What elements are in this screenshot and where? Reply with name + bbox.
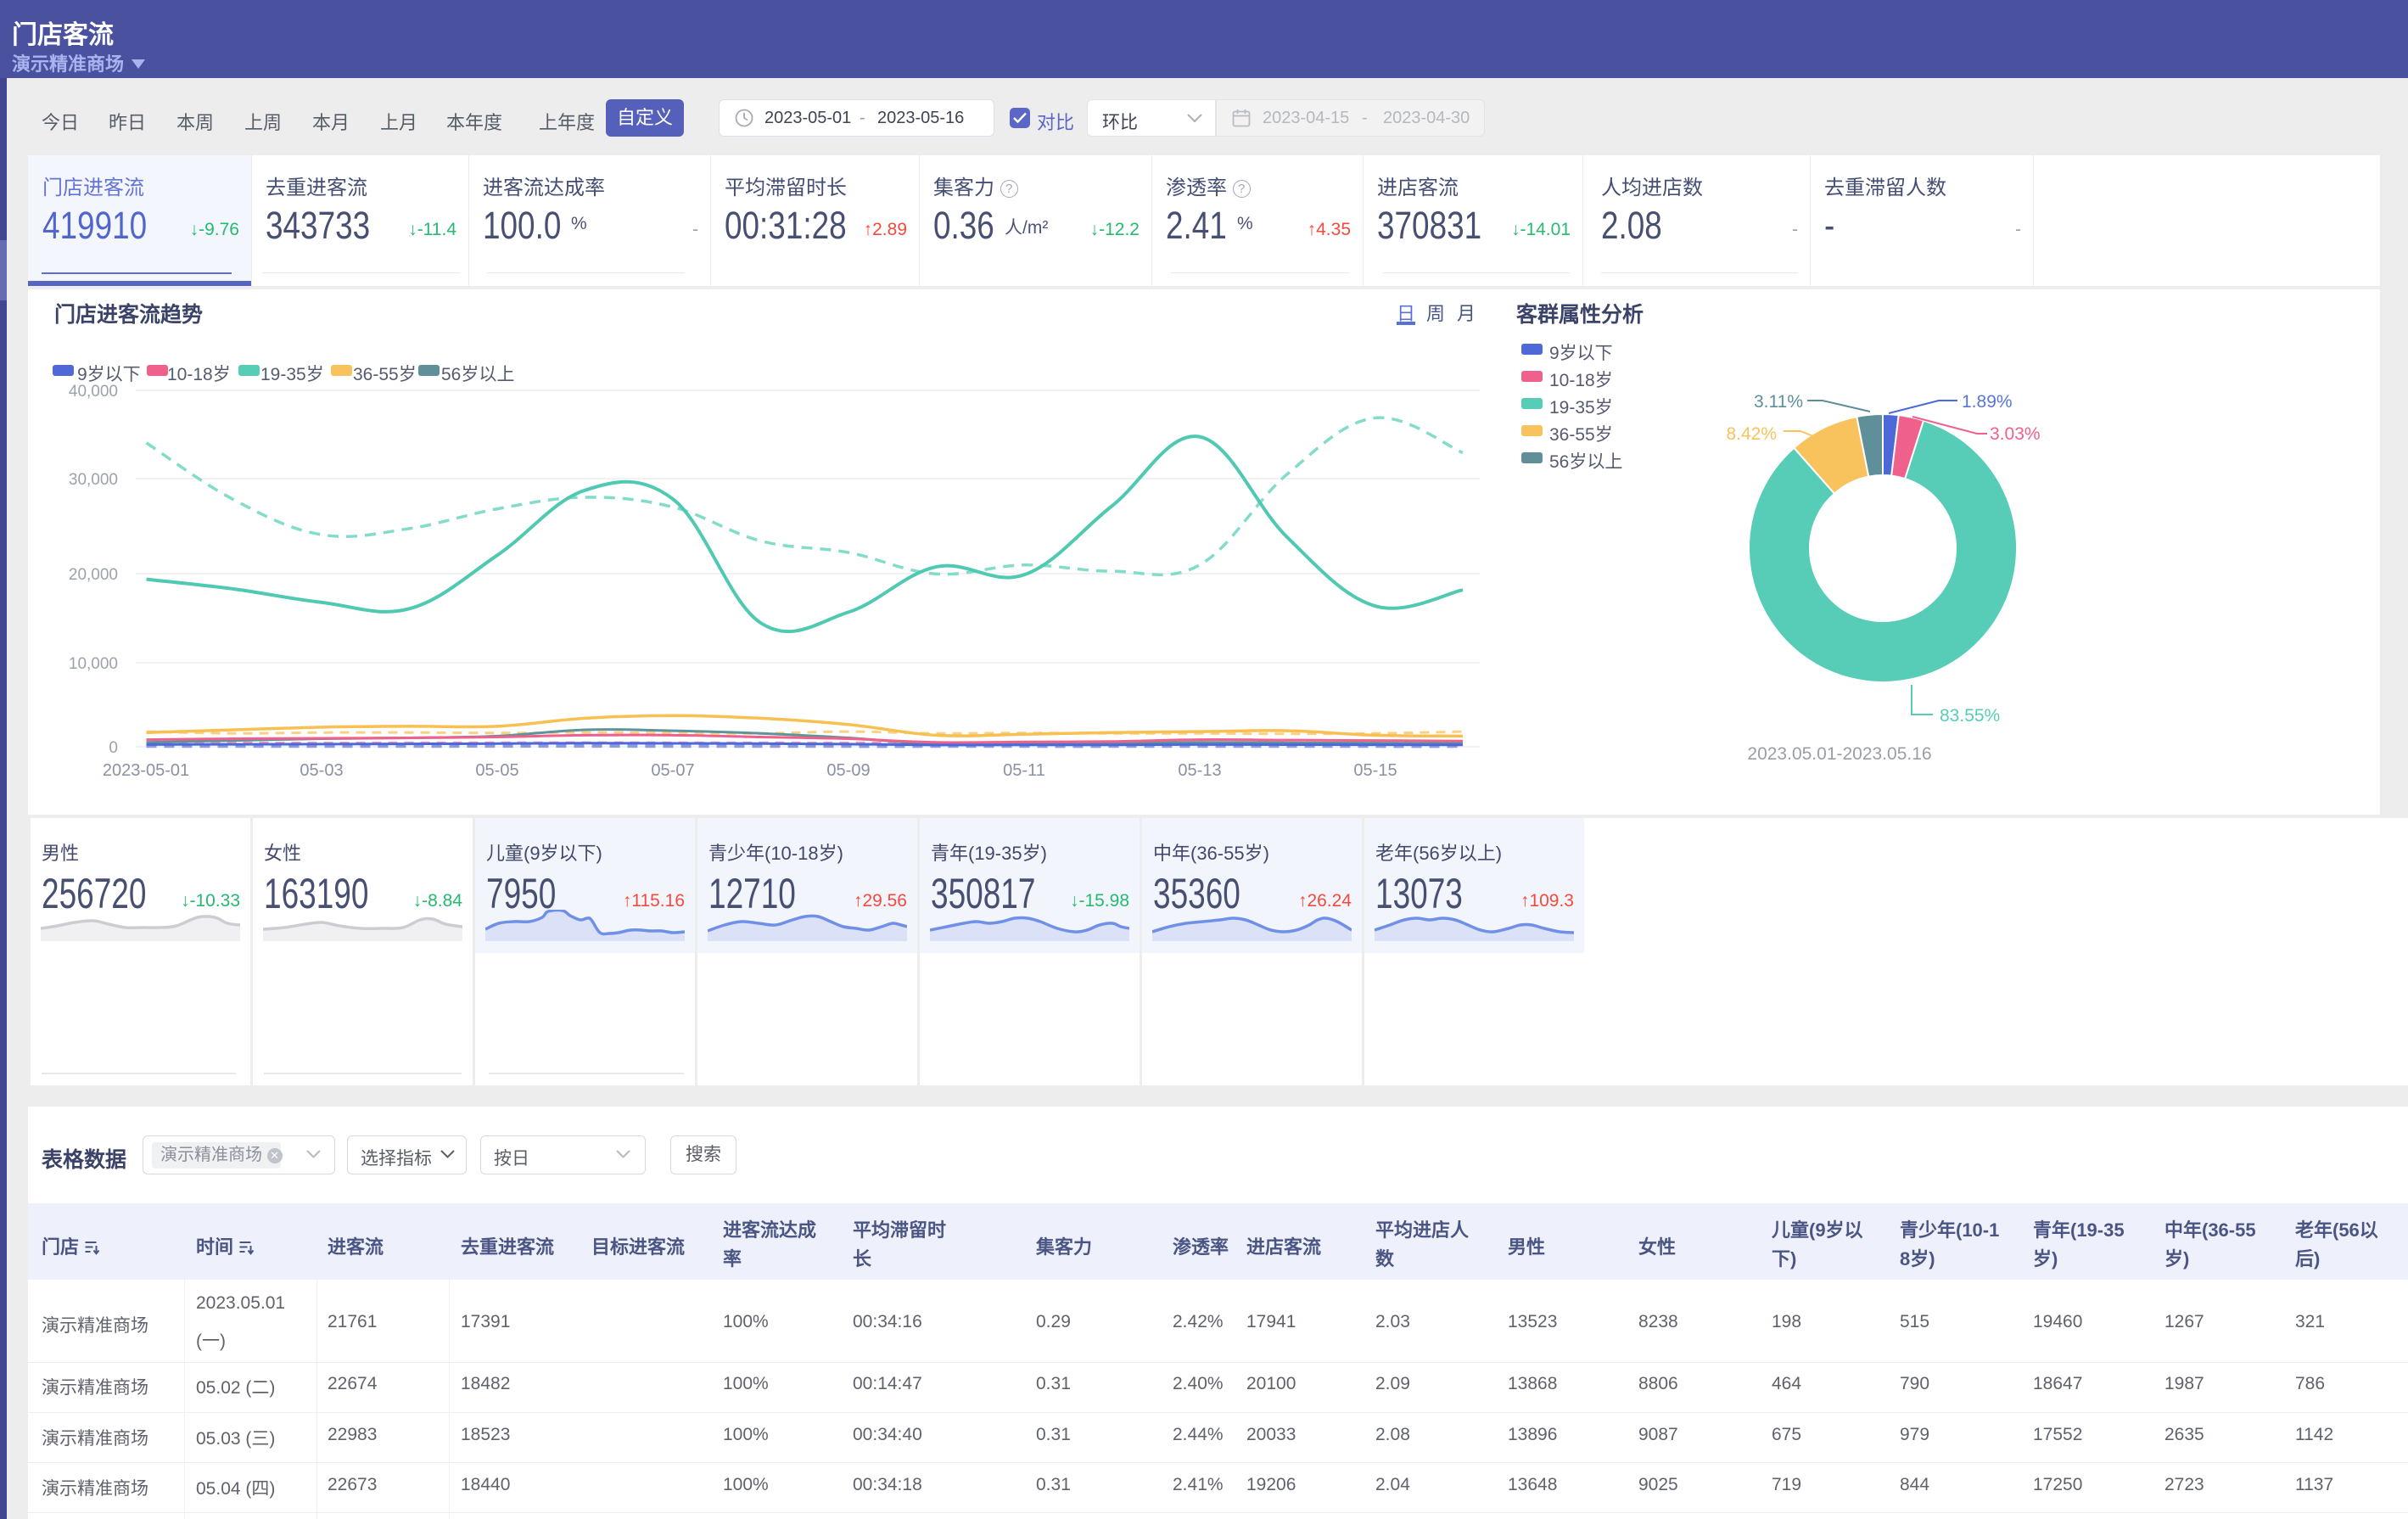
svg-text:05-15: 05-15: [1353, 761, 1397, 780]
svg-text:05-05: 05-05: [475, 761, 518, 780]
svg-text:3.11%: 3.11%: [1754, 392, 1803, 412]
svg-text:83.55%: 83.55%: [1940, 706, 2000, 726]
svg-text:05-13: 05-13: [1178, 761, 1221, 780]
svg-text:1.89%: 1.89%: [1962, 392, 2013, 412]
svg-text:30,000: 30,000: [69, 471, 118, 489]
svg-text:2023-05-01: 2023-05-01: [103, 761, 189, 780]
svg-text:2023.05.01-2023.05.16: 2023.05.01-2023.05.16: [1747, 744, 1931, 764]
svg-text:20,000: 20,000: [69, 566, 118, 584]
svg-text:05-07: 05-07: [651, 761, 694, 780]
svg-text:40,000: 40,000: [69, 383, 118, 401]
svg-text:0: 0: [109, 739, 118, 757]
svg-text:10,000: 10,000: [69, 655, 118, 673]
svg-text:8.42%: 8.42%: [1726, 424, 1777, 444]
svg-text:3.03%: 3.03%: [1990, 424, 2041, 444]
svg-text:05-03: 05-03: [300, 761, 343, 780]
svg-text:05-11: 05-11: [1003, 761, 1045, 780]
svg-text:05-09: 05-09: [826, 761, 870, 780]
